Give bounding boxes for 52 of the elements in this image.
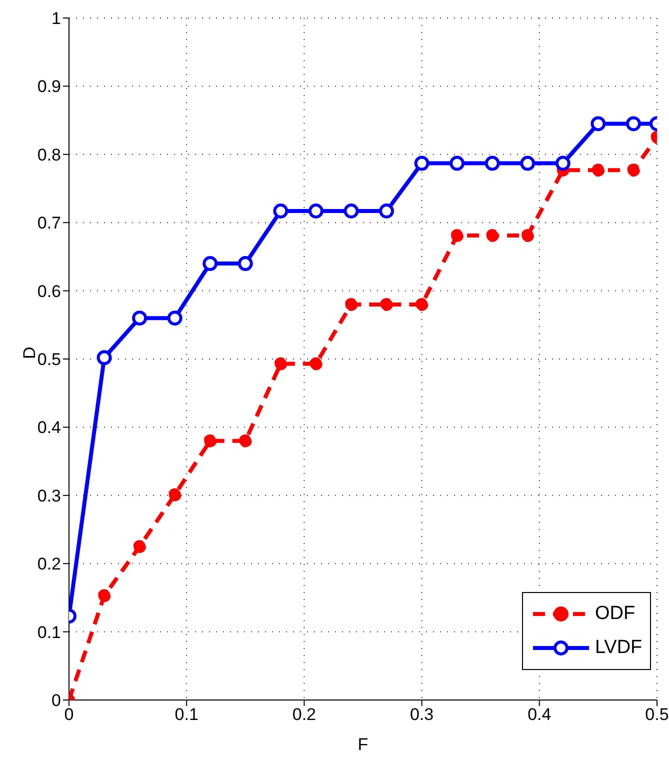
point: [415, 298, 428, 311]
point: [626, 164, 640, 177]
y-tick-label: 1: [52, 9, 61, 28]
point: [238, 434, 252, 448]
x-tick-label: 0.3: [410, 705, 434, 724]
y-tick-label: 0.7: [37, 214, 61, 233]
point: [486, 229, 499, 242]
x-tick-label: 0.4: [528, 705, 552, 724]
y-tick-label: 0.3: [37, 486, 61, 506]
x-tick-label: 0.2: [292, 705, 316, 724]
point: [133, 540, 146, 554]
y-tick-label: 0.5: [37, 350, 61, 370]
point: [96, 350, 112, 366]
x-axis-title: F: [358, 735, 368, 754]
y-tick-label: 0.9: [37, 77, 61, 96]
point: [132, 310, 148, 326]
point: [98, 589, 111, 602]
y-tick-label: 0: [52, 691, 61, 710]
y-tick-label: 0.6: [37, 282, 61, 301]
point: [379, 204, 394, 219]
point: [202, 256, 218, 272]
legend-label: ODF: [595, 603, 636, 625]
point: [168, 488, 182, 502]
point: [380, 298, 394, 311]
point: [592, 164, 605, 177]
point: [521, 229, 534, 242]
y-tick-label: 0.2: [37, 554, 61, 574]
point: [204, 434, 217, 448]
point: [450, 156, 465, 171]
point: [344, 298, 358, 311]
y-tick-label: 0.1: [37, 622, 61, 642]
point: [590, 116, 606, 132]
point: [555, 156, 570, 171]
point: [626, 116, 641, 132]
point: [238, 256, 253, 272]
y-tick-label: 0.4: [37, 418, 61, 438]
point: [344, 204, 359, 219]
x-tick-label: 0.1: [174, 705, 198, 724]
point: [273, 204, 288, 219]
point: [484, 156, 500, 171]
point: [414, 156, 430, 171]
point: [167, 310, 182, 326]
point: [520, 156, 536, 171]
x-tick-label: 0.5: [645, 705, 669, 724]
point: [450, 229, 464, 242]
x-tick-label: 0: [64, 705, 74, 724]
y-axis-title: D: [20, 346, 40, 359]
point: [274, 357, 288, 370]
point: [308, 204, 324, 219]
point: [309, 357, 322, 370]
legend-label: LVDF: [595, 637, 642, 659]
y-tick-label: 0.8: [37, 145, 61, 164]
